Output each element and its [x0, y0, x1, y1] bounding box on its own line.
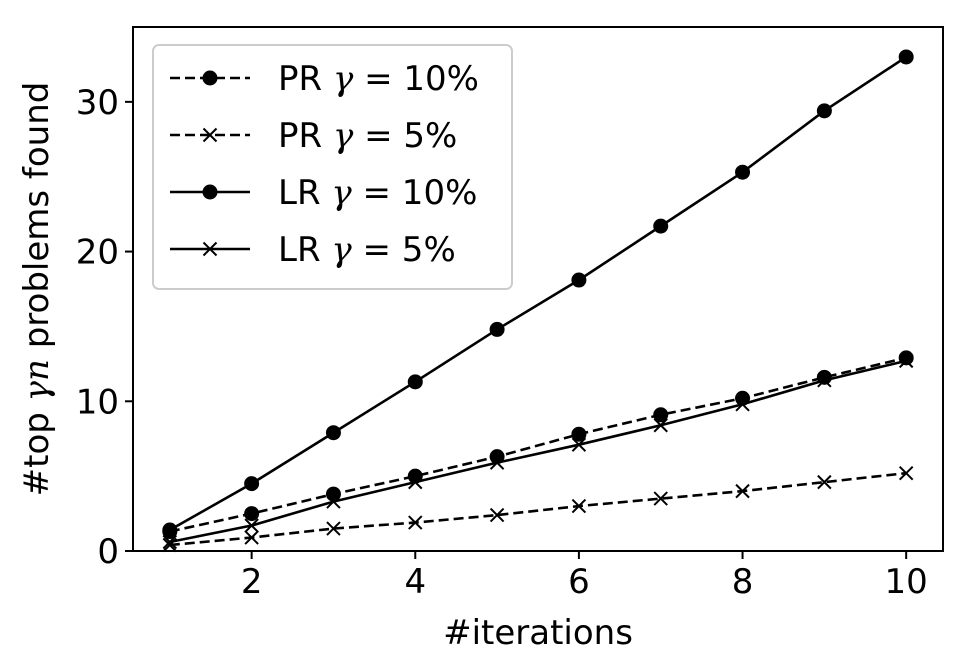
legend-label-suffix-2: = 10% — [352, 173, 478, 213]
legend: PR γ = 10%PR γ = 5%LR γ = 10%LR γ = 5% — [152, 44, 513, 290]
series-3-point-10 — [898, 353, 914, 369]
x-axis-ticks: 2 4 6 8 10 — [241, 551, 928, 602]
series-0-point-5 — [489, 449, 505, 465]
legend-label-1: PR γ = 5% — [278, 116, 457, 156]
series-3-point-4 — [408, 474, 423, 490]
legend-label-math-1: γ — [333, 116, 354, 156]
legend-label-prefix-3: LR — [278, 230, 331, 270]
series-3-point-7 — [653, 418, 668, 433]
legend-label-math-2: γ — [331, 173, 352, 213]
legend-label-math-0: γ — [333, 59, 354, 99]
series-2-point-2 — [244, 476, 260, 492]
series-3-point-2 — [244, 518, 259, 533]
series-1-point-8 — [735, 483, 750, 499]
legend-entry-1: PR γ = 5% — [170, 116, 457, 156]
series-0-point-6 — [571, 426, 587, 442]
legend-label-suffix-3: = 5% — [352, 230, 456, 270]
legend-marker-2 — [202, 184, 218, 200]
x-tick-label-10: 10 — [885, 562, 928, 602]
legend-label-suffix-0: = 10% — [353, 59, 479, 99]
series-line-1 — [169, 471, 907, 547]
legend-label-2: LR γ = 10% — [278, 173, 477, 213]
series-1-point-2 — [244, 530, 259, 545]
series-layer — [162, 49, 914, 553]
series-3-point-1 — [162, 534, 178, 550]
series-3 — [162, 353, 914, 550]
x-tick-label-8: 8 — [732, 562, 754, 602]
legend-entry-3: LR γ = 5% — [170, 230, 456, 270]
series-0-point-7 — [653, 407, 669, 423]
y-axis-ticks: 0 10 20 30 — [76, 83, 133, 572]
series-3-point-6 — [571, 437, 587, 452]
y-axis-label-math: γn — [17, 359, 57, 401]
y-axis-label-suffix: problems found — [17, 82, 57, 359]
series-0-point-4 — [407, 468, 423, 484]
y-axis-label-prefix: #top — [17, 401, 57, 496]
legend-marker-1 — [202, 127, 218, 143]
legend-label-prefix-1: PR — [278, 116, 333, 156]
x-tick-label-4: 4 — [404, 562, 426, 602]
y-tick-label-10: 10 — [76, 382, 119, 422]
legend-label-math-3: γ — [331, 230, 352, 270]
y-tick-label-30: 30 — [76, 83, 119, 123]
series-2-point-1 — [162, 522, 178, 538]
legend-label-prefix-0: PR — [278, 59, 333, 99]
y-axis-label: #top γn problems found — [17, 82, 57, 497]
x-axis-label: #iterations — [443, 613, 633, 653]
series-2-point-7 — [653, 218, 669, 234]
series-line-0 — [169, 356, 907, 533]
legend-marker-0 — [202, 70, 218, 86]
legend-label-prefix-2: LR — [278, 173, 331, 213]
series-2-point-10 — [898, 49, 914, 65]
series-2-point-4 — [407, 374, 423, 390]
x-tick-label-2: 2 — [241, 562, 263, 602]
series-3-point-3 — [326, 494, 341, 509]
series-3-point-9 — [817, 373, 832, 388]
series-line-3 — [169, 359, 907, 544]
series-2 — [162, 49, 914, 538]
series-2-point-6 — [571, 272, 587, 288]
series-3-point-5 — [489, 455, 505, 470]
legend-marker-3 — [202, 241, 218, 257]
x-tick-label-6: 6 — [568, 562, 590, 602]
series-1-point-7 — [653, 491, 668, 506]
series-1-point-9 — [817, 474, 832, 490]
legend-label-suffix-1: = 5% — [353, 116, 457, 156]
legend-entry-0: PR γ = 10% — [170, 59, 479, 99]
series-1-point-5 — [489, 507, 505, 523]
series-2-point-8 — [735, 164, 751, 180]
series-2-point-3 — [325, 425, 341, 441]
legend-entry-2: LR γ = 10% — [170, 173, 477, 213]
legend-label-3: LR γ = 5% — [278, 230, 456, 270]
series-1-point-3 — [326, 521, 341, 536]
series-0-point-2 — [244, 506, 260, 522]
series-2-point-9 — [816, 103, 832, 119]
series-2-point-5 — [489, 321, 505, 337]
series-1-point-6 — [571, 498, 587, 514]
series-1 — [162, 465, 914, 553]
y-tick-label-0: 0 — [97, 532, 119, 572]
legend-box — [152, 44, 513, 290]
legend-label-0: PR γ = 10% — [278, 59, 479, 99]
series-3-point-8 — [735, 397, 750, 412]
y-tick-label-20: 20 — [76, 233, 119, 273]
series-1-point-10 — [898, 465, 914, 481]
series-line-2 — [169, 55, 907, 532]
series-1-point-4 — [408, 515, 423, 530]
